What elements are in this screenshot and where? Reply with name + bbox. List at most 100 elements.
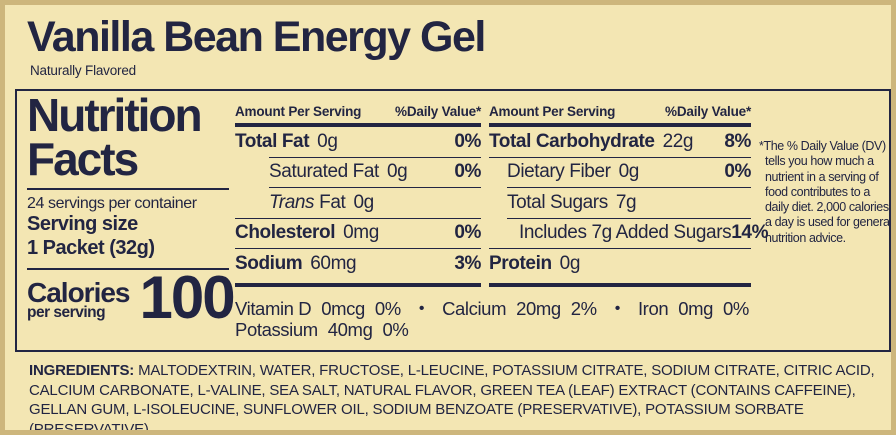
nutrient-amount: 60mg [310,252,357,274]
nutrient-row-total-carbohydrate: Total Carbohydrate 22g 8% [489,127,751,157]
micronutrient-line-2: Potassium 40mg 0% [235,319,755,340]
calories-sublabel: per serving [27,304,106,322]
micro-dv: 0% [723,297,749,319]
nutrient-row-saturated-fat: Saturated Fat 0g 0% [235,158,481,188]
daily-value-header: %Daily Value* [395,104,481,119]
divider [489,248,751,249]
nutrition-facts-heading-line1: Nutrition [27,89,203,141]
nutrient-label: Includes 7g Added Sugars [519,222,732,244]
nutrient-label: Fat [319,191,346,213]
ingredients-label: INGREDIENTS: [29,362,135,379]
nutrient-label: Cholesterol [235,222,336,244]
nutrient-label: Sodium [235,252,303,274]
product-title: Vanilla Bean Energy Gel [27,13,486,61]
nutrient-row-protein: Protein 0g [489,249,751,279]
divider [269,187,481,188]
micro-iron: Iron 0mg 0% [638,298,749,320]
nutrient-label: Total Fat [235,130,310,152]
nutrient-dv: 14% [731,222,769,244]
micro-name: Iron [637,297,669,319]
nutrition-facts-panel: Nutrition Facts 24 servings per containe… [15,89,891,352]
divider [235,248,481,249]
nutrient-dv: 0% [454,161,481,183]
thick-divider [235,123,481,127]
nutrient-row-total-sugars: Total Sugars 7g [489,188,751,218]
divider [235,217,481,219]
nutrient-label: Protein [489,252,552,274]
calories-row: Calories per serving 100 [27,267,236,327]
calories-label: Calories [27,276,130,308]
thick-divider [489,123,751,127]
amount-per-serving-header: Amount Per Serving [489,104,616,119]
nutrient-row-cholesterol: Cholesterol 0mg 0% [235,219,481,249]
micro-name: Calcium [442,297,507,319]
nutrient-amount: 0g [618,161,640,183]
micro-potassium: Potassium 40mg 0% [235,318,409,341]
nutrient-label: Dietary Fiber [507,161,611,183]
micro-dv: 0% [382,318,409,340]
nutrition-facts-heading: Nutrition Facts [27,89,229,186]
product-subtitle: Naturally Flavored [30,63,136,78]
micro-vitamin-d: Vitamin D 0mcg 0% [235,298,401,320]
nutrient-dv: 8% [724,130,751,152]
nutrient-column-left: Amount Per Serving %Daily Value* Total F… [235,95,481,287]
nutrient-amount: 0g [559,252,581,274]
calories-value: 100 [139,263,236,331]
nutrient-dv: 3% [454,252,481,274]
micro-amount: 0mcg [321,297,365,319]
facts-summary-column: Nutrition Facts 24 servings per containe… [27,89,236,327]
nutrient-amount: 0g [386,161,408,183]
divider [507,217,751,219]
serving-size-label: Serving size [27,213,138,236]
column-header: Amount Per Serving %Daily Value* [489,95,751,119]
nutrient-amount: 0g [353,191,374,213]
micronutrient-line-1: Vitamin D 0mcg 0% • Calcium 20mg 2% • Ir… [235,298,755,319]
divider [27,188,229,191]
bullet-separator: • [614,299,621,317]
serving-size-value: 1 Packet (32g) [27,236,155,259]
daily-value-header: %Daily Value* [665,104,751,119]
bullet-separator: • [418,299,425,317]
calories-label-group: Calories per serving [27,275,130,323]
nutrient-dv: 0% [454,130,481,152]
nutrient-label: Total Sugars [507,191,608,213]
micro-name: Potassium [235,318,318,340]
nutrient-row-total-fat: Total Fat 0g 0% [235,127,481,157]
nutrient-row-sodium: Sodium 60mg 3% [235,249,481,279]
nutrient-row-dietary-fiber: Dietary Fiber 0g 0% [489,158,751,188]
micro-dv: 2% [570,297,597,319]
nutrient-label: Saturated Fat [269,161,379,183]
amount-per-serving-header: Amount Per Serving [235,104,362,119]
nutrient-dv: 0% [724,161,751,183]
nutrient-amount: 7g [615,191,637,213]
thick-divider [489,282,751,287]
nutrient-label: Total Carbohydrate [489,130,655,152]
ingredients-text: MALTODEXTRIN, WATER, FRUCTOSE, L-LEUCINE… [29,362,875,435]
nutrient-row-trans-fat: Trans Fat 0g [235,188,481,218]
micro-amount: 40mg [327,318,373,340]
column-header: Amount Per Serving %Daily Value* [235,95,481,119]
divider [489,156,751,158]
nutrient-amount: 22g [662,130,694,152]
divider [27,267,229,270]
nutrient-row-added-sugars: Includes 7g Added Sugars 14% [489,219,768,249]
micro-calcium: Calcium 20mg 2% [442,298,597,320]
micro-name: Vitamin D [235,297,312,319]
nutrient-amount: 0mg [343,222,379,244]
nutrient-amount: 0g [317,130,338,152]
micro-amount: 0mg [678,297,714,319]
divider [507,187,751,188]
ingredients-statement: INGREDIENTS: MALTODEXTRIN, WATER, FRUCTO… [29,361,879,435]
thick-divider [235,282,481,287]
divider [269,156,481,158]
micronutrients: Vitamin D 0mcg 0% • Calcium 20mg 2% • Ir… [235,298,755,340]
nutrition-facts-heading-line2: Facts [27,133,139,186]
nutrient-dv: 0% [454,222,481,244]
micro-dv: 0% [374,297,401,319]
nutrient-column-right: Amount Per Serving %Daily Value* Total C… [489,95,768,287]
servings-per-container: 24 servings per container [27,195,197,213]
nutrient-label-italic: Trans [269,191,315,213]
micro-amount: 20mg [516,297,561,319]
daily-value-footnote: *The % Daily Value (DV) tells you how mu… [759,139,892,245]
